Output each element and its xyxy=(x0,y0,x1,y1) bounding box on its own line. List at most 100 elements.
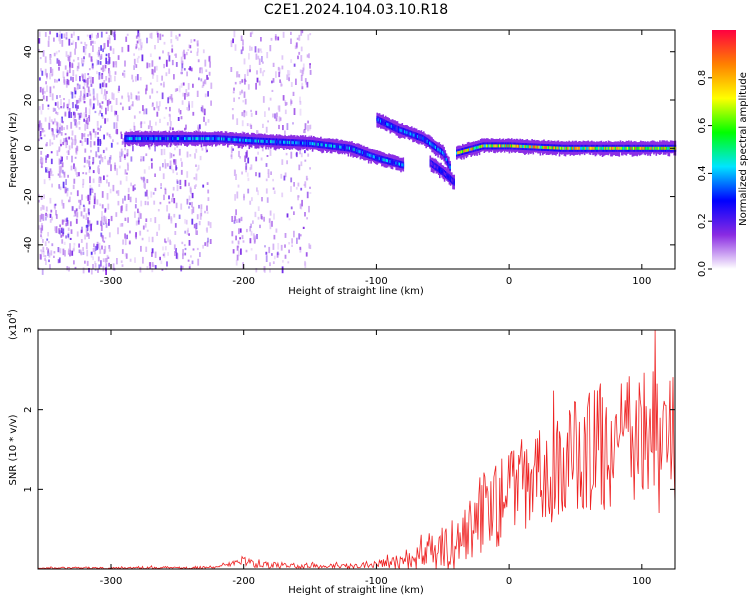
noise-speck xyxy=(67,106,69,111)
noise-speck xyxy=(166,261,168,267)
noise-speck xyxy=(91,188,94,193)
noise-speck xyxy=(97,132,99,135)
trace-core xyxy=(299,141,302,145)
trace-core xyxy=(432,144,435,148)
noise-speck xyxy=(141,54,144,62)
noise-speck xyxy=(177,117,180,121)
trace-core xyxy=(457,151,459,155)
noise-speck xyxy=(168,201,171,204)
noise-speck xyxy=(118,165,121,169)
trace-core xyxy=(478,145,481,149)
noise-speck xyxy=(83,165,86,168)
noise-speck xyxy=(126,172,128,175)
noise-speck xyxy=(97,100,99,106)
trace-core xyxy=(575,146,578,150)
trace-core xyxy=(341,145,344,149)
trace-core xyxy=(292,141,295,145)
noise-speck xyxy=(233,97,235,102)
noise-speck xyxy=(41,103,44,110)
noise-speck xyxy=(38,48,40,52)
noise-speck xyxy=(239,156,241,159)
colorbar-gradient xyxy=(712,30,736,269)
noise-speck xyxy=(258,172,261,178)
trace-core xyxy=(563,146,566,150)
noise-speck xyxy=(39,215,42,222)
noise-speck xyxy=(47,40,50,47)
noise-speck xyxy=(239,228,242,233)
noise-speck xyxy=(57,173,60,176)
noise-speck xyxy=(195,164,197,167)
noise-speck xyxy=(146,62,149,69)
trace-core xyxy=(606,146,609,150)
noise-speck xyxy=(257,190,259,196)
trace-core xyxy=(511,144,513,148)
trace-core xyxy=(249,139,252,143)
trace-core xyxy=(430,162,433,166)
noise-speck xyxy=(63,127,65,130)
noise-speck xyxy=(89,188,92,196)
noise-speck xyxy=(41,70,44,76)
noise-speck xyxy=(230,67,233,72)
noise-speck xyxy=(44,255,47,258)
trace-core xyxy=(568,146,570,150)
noise-speck xyxy=(182,82,185,86)
noise-speck xyxy=(163,63,165,69)
trace-core xyxy=(491,144,494,148)
noise-speck xyxy=(108,57,111,64)
noise-speck xyxy=(138,95,140,101)
noise-speck xyxy=(261,197,263,202)
noise-speck xyxy=(179,179,182,186)
noise-speck xyxy=(46,154,49,158)
trace-core xyxy=(641,146,643,150)
noise-speck xyxy=(111,92,114,100)
noise-speck xyxy=(275,117,278,122)
noise-speck xyxy=(68,38,71,46)
noise-speck xyxy=(173,244,176,250)
trace-core xyxy=(248,139,251,142)
trace-core xyxy=(430,142,432,146)
noise-speck xyxy=(170,94,173,101)
noise-speck xyxy=(66,266,69,271)
noise-speck xyxy=(38,194,40,198)
noise-speck xyxy=(257,48,260,53)
noise-speck xyxy=(186,107,188,111)
trace-core xyxy=(222,137,224,141)
noise-speck xyxy=(105,53,108,57)
noise-speck xyxy=(61,156,63,162)
noise-speck xyxy=(86,260,89,266)
trace-core xyxy=(388,159,390,163)
noise-speck xyxy=(236,245,239,251)
noise-speck xyxy=(240,248,242,255)
noise-speck xyxy=(170,153,173,158)
trace-core xyxy=(377,118,380,122)
noise-speck xyxy=(64,140,67,146)
noise-speck xyxy=(47,107,50,110)
noise-speck xyxy=(141,237,144,241)
noise-speck xyxy=(151,236,154,243)
trace-core xyxy=(528,145,531,149)
noise-speck xyxy=(298,51,301,55)
noise-speck xyxy=(157,37,159,43)
noise-speck xyxy=(290,31,292,35)
trace-core xyxy=(225,137,228,141)
noise-speck xyxy=(309,69,312,75)
noise-speck xyxy=(141,177,143,181)
noise-speck xyxy=(258,80,261,86)
noise-speck xyxy=(282,125,284,131)
noise-speck xyxy=(88,115,91,122)
noise-speck xyxy=(41,157,44,165)
noise-speck xyxy=(210,82,213,89)
noise-speck xyxy=(193,223,196,229)
noise-speck xyxy=(176,253,179,260)
noise-speck xyxy=(194,153,196,159)
noise-speck xyxy=(59,31,61,34)
noise-speck xyxy=(287,73,290,81)
trace-core xyxy=(411,132,413,136)
noise-speck xyxy=(174,159,177,165)
noise-speck xyxy=(70,112,73,118)
noise-speck xyxy=(272,78,275,83)
noise-speck xyxy=(246,228,248,233)
noise-speck xyxy=(245,111,248,116)
trace-core xyxy=(213,137,216,141)
